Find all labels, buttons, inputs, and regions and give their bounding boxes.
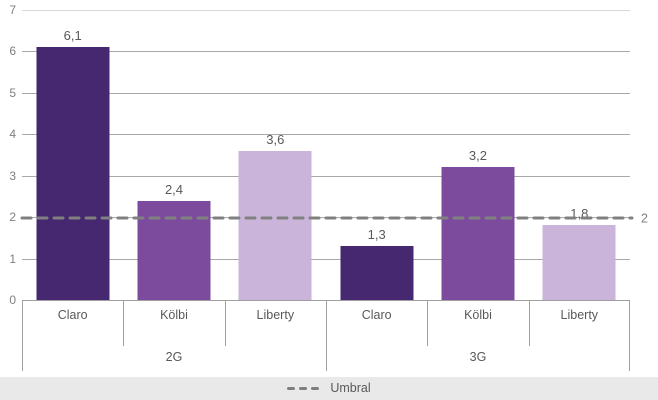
y-tick-label: 3 — [9, 168, 16, 183]
gridline — [22, 175, 630, 177]
axis-separator — [22, 301, 23, 371]
gridline — [22, 10, 630, 11]
dashed-line-icon — [20, 216, 634, 220]
y-tick-label: 2 — [9, 210, 16, 225]
umbral-dash-icon — [287, 387, 323, 390]
y-tick-label: 6 — [9, 44, 16, 59]
legend-label: Umbral — [330, 381, 371, 396]
dash — [299, 387, 308, 390]
axis-separator — [326, 301, 327, 371]
axis-separator — [629, 301, 630, 371]
y-tick-label: 1 — [9, 251, 16, 266]
bar-3g-liberty — [542, 225, 616, 300]
bar-slot: 3,2 — [427, 10, 528, 300]
gridline — [22, 258, 630, 260]
dash — [287, 387, 296, 390]
x-label-2g-liberty: Liberty — [256, 308, 295, 322]
bar-slot: 2,4 — [123, 10, 224, 300]
bar-value-label: 3,6 — [266, 131, 285, 147]
y-tick-label: 7 — [9, 3, 16, 17]
bar-3g-kolbi — [441, 167, 515, 300]
x-label-3g-kolbi: Kölbi — [464, 308, 492, 322]
axis-separator — [427, 301, 429, 346]
bars-container: 6,1 2,4 3,6 1,3 3,2 1,8 — [22, 10, 630, 300]
x-label-2g-claro: Claro — [57, 308, 88, 322]
bar-value-label: 3,2 — [468, 148, 488, 164]
bar-slot: 6,1 — [22, 10, 123, 300]
bar-2g-kolbi — [137, 200, 211, 300]
axis-separator — [224, 301, 226, 346]
bar-3g-claro — [340, 246, 414, 300]
bar-2g-liberty — [238, 150, 312, 300]
gridline — [22, 51, 630, 53]
y-tick-label: 5 — [9, 85, 16, 100]
x-label-2g-kolbi: Kölbi — [160, 308, 188, 322]
x-label-3g-liberty: Liberty — [560, 308, 599, 322]
plot-area: 6,1 2,4 3,6 1,3 3,2 1,8 — [20, 10, 648, 300]
x-label-3g-claro: Claro — [361, 308, 392, 322]
group-labels-row: 2G 3G — [22, 346, 630, 371]
bar-2g-claro — [36, 47, 110, 300]
axis-separator — [528, 301, 530, 346]
threshold-value-label: 2 — [641, 210, 648, 225]
operator-labels-row: Claro Kölbi Liberty Claro Kölbi Liberty — [22, 301, 630, 346]
gridline — [22, 92, 630, 94]
dash — [311, 387, 320, 390]
bar-value-label: 1,3 — [367, 227, 386, 243]
bar-slot: 1,8 — [529, 10, 630, 300]
bar-value-label: 2,4 — [164, 181, 184, 197]
group-label-2g: 2G — [165, 350, 183, 364]
gridline — [22, 134, 630, 136]
x-axis: Claro Kölbi Liberty Claro Kölbi Liberty … — [22, 300, 630, 371]
y-tick-label: 4 — [9, 127, 16, 142]
group-label-3g: 3G — [469, 350, 487, 364]
axis-separator — [123, 301, 125, 346]
y-axis: 0 1 2 3 4 5 6 7 — [0, 4, 16, 306]
bar-slot: 1,3 — [326, 10, 427, 300]
y-tick-label: 0 — [9, 293, 16, 307]
legend-bar: Umbral — [0, 377, 658, 400]
bar-slot: 3,6 — [225, 10, 326, 300]
threshold-line: 2 — [20, 212, 648, 224]
bar-value-label: 6,1 — [63, 28, 82, 44]
